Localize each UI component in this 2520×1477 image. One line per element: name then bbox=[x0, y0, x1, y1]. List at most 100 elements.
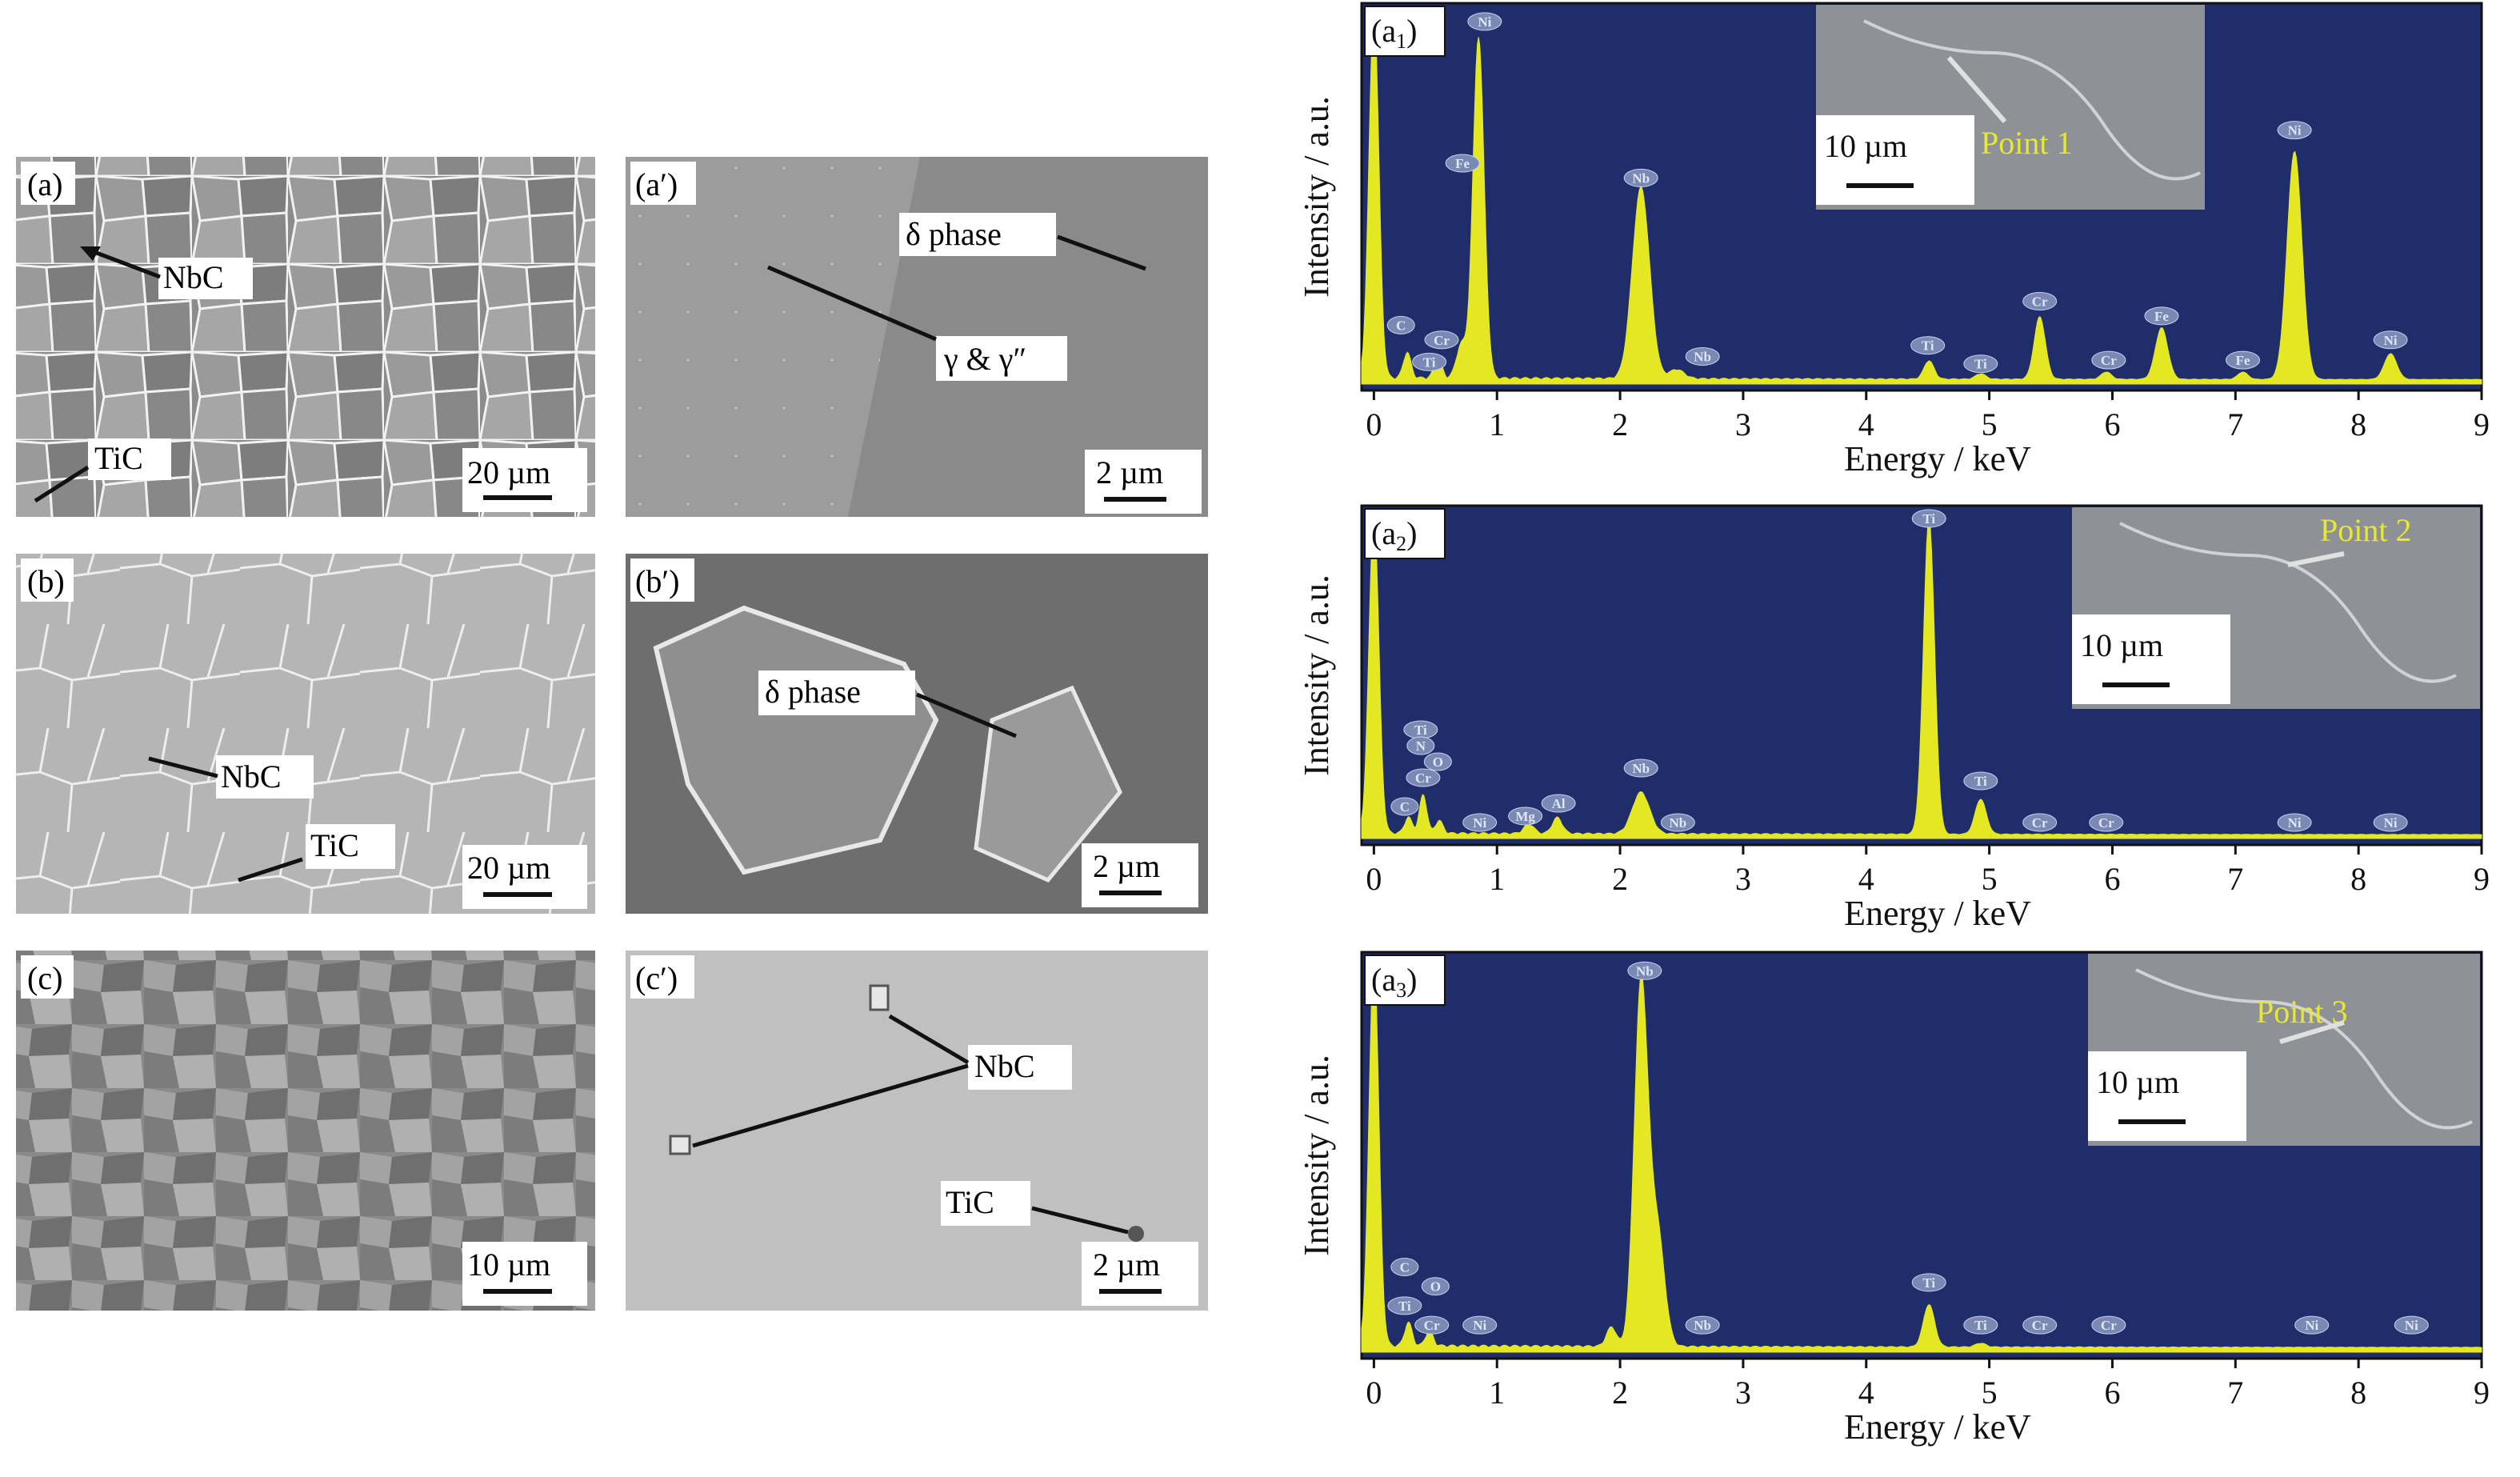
x-axis-label: Energy / keV bbox=[1844, 439, 2031, 478]
scalebar-label: 10 µm bbox=[467, 1247, 550, 1283]
peak-label-badge bbox=[1445, 154, 1480, 173]
peak-label: Cr bbox=[2101, 1318, 2117, 1333]
sem-panel-a-prime: (a′) δ phase γ & γ″ 2 µm bbox=[626, 157, 1208, 517]
peak-label: Ni bbox=[1473, 1318, 1486, 1333]
peak-label-badge bbox=[1623, 168, 1658, 187]
scalebar-box bbox=[1082, 1242, 1198, 1306]
peak-label: Ni bbox=[2405, 1318, 2418, 1333]
x-tick-label: 9 bbox=[2474, 1375, 2490, 1411]
peak-label: Ni bbox=[2305, 1318, 2318, 1333]
x-tick-label: 6 bbox=[2104, 1375, 2120, 1411]
peak-label-badge bbox=[2373, 330, 2408, 350]
eds-spectra: Ni Fe Nb C Cr Ti Nb Ti Ti Cr Cr Fe Fe Ni Ni (a1) 10 µm Po… bbox=[1297, 2, 2490, 1447]
scalebar-label: 2 µm bbox=[1093, 1247, 1160, 1283]
spectrum-series bbox=[1361, 517, 2482, 839]
peak-label-badge bbox=[1387, 1296, 1422, 1315]
scalebar-box bbox=[462, 1242, 587, 1306]
inset-scalebar-label: 10 µm bbox=[2096, 1064, 2179, 1100]
annotation-box bbox=[899, 213, 1056, 256]
annotation-gamma: γ & γ″ bbox=[943, 341, 1026, 377]
peak-label: Cr bbox=[1424, 1318, 1440, 1333]
inset-point-label: Point 1 bbox=[1981, 125, 2072, 161]
x-tick-label: 3 bbox=[1735, 861, 1751, 897]
peak-label: Ni bbox=[2288, 815, 2302, 831]
peak-label: Cr bbox=[2098, 815, 2114, 831]
scalebar-box bbox=[462, 845, 587, 909]
scalebar-label: 20 µm bbox=[467, 850, 550, 886]
peak-label: Cr bbox=[2032, 294, 2048, 310]
peak-label: C bbox=[1400, 1260, 1410, 1275]
peak-label: O bbox=[1433, 755, 1443, 770]
peak-label-badge bbox=[2277, 813, 2312, 832]
peak-label-badge bbox=[1390, 797, 1419, 816]
y-axis-label: Intensity / a.u. bbox=[1297, 1055, 1336, 1256]
peak-label-badge bbox=[2294, 1315, 2330, 1335]
annotation-delta-phase: δ phase bbox=[765, 674, 861, 710]
x-axis-label: Energy / keV bbox=[1844, 1407, 2031, 1447]
panel-label-box bbox=[630, 955, 694, 999]
spectrum-series bbox=[1361, 15, 2482, 385]
peak-label-badge bbox=[2144, 306, 2179, 326]
annotation-box bbox=[158, 258, 253, 299]
peak-label: Ti bbox=[1398, 1299, 1411, 1314]
peak-label: C bbox=[1396, 318, 1406, 333]
peak-label: Fe bbox=[1455, 156, 1470, 171]
panel-label: (a1) bbox=[1371, 13, 1417, 53]
peak-label: Mg bbox=[1515, 809, 1535, 824]
peak-label: Ni bbox=[1478, 14, 1491, 30]
panel-label-box bbox=[21, 955, 74, 999]
nbc-particle bbox=[869, 984, 890, 1011]
x-tick-label: 1 bbox=[1489, 861, 1505, 897]
sem-panel-b: (b) NbC TiC 20 µm bbox=[16, 554, 595, 914]
panel-label-a: (a) bbox=[27, 166, 62, 202]
x-tick-label: 7 bbox=[2227, 406, 2243, 442]
peak-label-badge bbox=[1911, 509, 1946, 528]
peak-label-badge bbox=[2394, 1315, 2429, 1335]
annotation-box bbox=[216, 755, 314, 799]
scalebar-box bbox=[1082, 843, 1198, 907]
peak-label: Ti bbox=[1922, 511, 1935, 526]
x-tick-label: 6 bbox=[2104, 406, 2120, 442]
inset-boundary bbox=[2119, 522, 2457, 683]
annotation-tic: TiC bbox=[946, 1184, 994, 1220]
peak-label-badge bbox=[1386, 315, 1415, 334]
peak-label-badge bbox=[1541, 794, 1576, 813]
peak-label-badge bbox=[1910, 336, 1946, 355]
annotation-nbc: NbC bbox=[974, 1048, 1035, 1084]
peak-label-badge bbox=[2022, 1315, 2058, 1335]
inset-boundary bbox=[2135, 968, 2473, 1130]
panel-label-box bbox=[21, 162, 75, 205]
peak-label-badge bbox=[2022, 292, 2058, 310]
peak-label-badge bbox=[1963, 1315, 1998, 1335]
peak-label-badge bbox=[2091, 1315, 2126, 1335]
x-tick-label: 2 bbox=[1612, 1375, 1628, 1411]
x-tick-label: 1 bbox=[1489, 1375, 1505, 1411]
x-tick-label: 2 bbox=[1612, 861, 1628, 897]
peak-label: O bbox=[1430, 1279, 1441, 1295]
arrowhead bbox=[80, 246, 101, 261]
arrow bbox=[34, 465, 90, 503]
peak-label-badge bbox=[1423, 752, 1452, 771]
sem-panel-a: (a) NbC TiC 20 µm bbox=[16, 157, 595, 517]
x-tick-label: 0 bbox=[1366, 861, 1382, 897]
peak-label-badge bbox=[2089, 813, 2124, 832]
arrow bbox=[1057, 234, 1146, 271]
y-axis-label: Intensity / a.u. bbox=[1297, 574, 1336, 776]
peak-label: Ni bbox=[2384, 815, 2398, 831]
peak-label: Al bbox=[1552, 796, 1566, 811]
x-tick-label: 8 bbox=[2350, 406, 2366, 442]
arrow bbox=[87, 247, 161, 279]
x-tick-label: 7 bbox=[2227, 861, 2243, 897]
peak-label: Ni bbox=[2384, 333, 2398, 348]
peak-label-badge bbox=[2373, 813, 2408, 832]
sem-panel-c: (c) 10 µm bbox=[16, 951, 595, 1311]
x-axis-label: Energy / keV bbox=[1844, 894, 2031, 933]
peak-label-badge bbox=[1963, 354, 1998, 374]
annotation-box bbox=[968, 1045, 1072, 1090]
peak-label: Nb bbox=[1694, 350, 1711, 365]
peak-label-badge bbox=[1390, 1258, 1419, 1277]
inset-scalebar-label: 10 µm bbox=[1824, 128, 1907, 164]
panel-label-b: (b) bbox=[27, 563, 65, 599]
peak-label-badge bbox=[1421, 1277, 1450, 1296]
peak-label: Fe bbox=[2236, 353, 2250, 368]
